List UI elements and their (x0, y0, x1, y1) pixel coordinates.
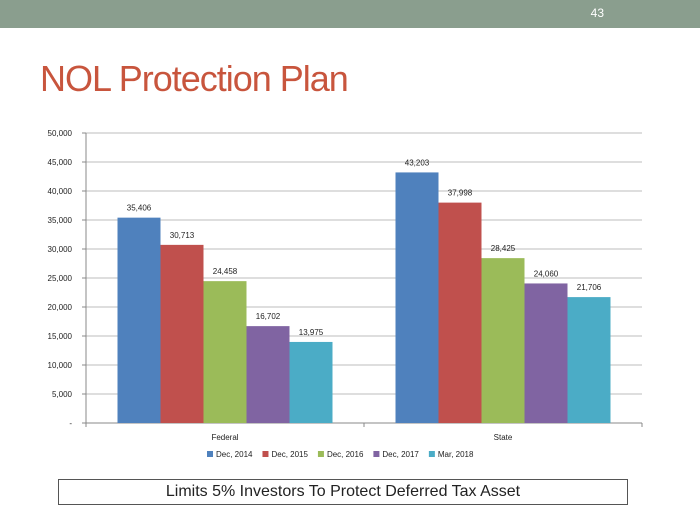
data-label: 21,706 (577, 283, 602, 292)
legend-label: Dec, 2017 (382, 450, 419, 459)
bar (481, 258, 525, 423)
bar (395, 172, 439, 423)
data-label: 24,060 (534, 269, 559, 278)
bar (203, 281, 247, 423)
bar-chart: - 5,000 10,000 15,000 20,000 25,000 30,000 35,0… (48, 129, 643, 459)
x-category-label: State (494, 433, 513, 442)
data-label: 28,425 (491, 244, 516, 253)
bar (567, 297, 611, 423)
legend-label: Dec, 2015 (271, 450, 308, 459)
legend-swatch (428, 451, 435, 457)
bar (246, 326, 290, 423)
legend-label: Mar, 2018 (438, 450, 474, 459)
data-label: 37,998 (448, 189, 473, 198)
y-tick-label: 25,000 (48, 274, 73, 283)
bar (117, 217, 161, 423)
data-label: 24,458 (213, 267, 238, 276)
y-tick-label: 10,000 (48, 361, 73, 370)
y-tick-label: 5,000 (52, 390, 73, 399)
top-bar: 43 (0, 0, 700, 28)
y-tick-label: 45,000 (48, 158, 73, 167)
y-tick-label: 20,000 (48, 303, 73, 312)
bar (524, 283, 568, 423)
legend-swatch (317, 451, 324, 457)
legend-label: Dec, 2016 (327, 450, 364, 459)
y-tick-label: 15,000 (48, 332, 73, 341)
bar (160, 244, 204, 423)
legend-label: Dec, 2014 (216, 450, 253, 459)
bar (289, 341, 333, 423)
y-tick-label: 35,000 (48, 216, 73, 225)
bar (438, 202, 482, 423)
data-label: 30,713 (170, 231, 195, 240)
caption-box: Limits 5% Investors To Protect Deferred … (58, 479, 628, 505)
data-label: 43,203 (405, 158, 430, 167)
y-tick-label: 40,000 (48, 187, 73, 196)
page-number: 43 (590, 6, 604, 20)
legend-swatch (207, 451, 213, 457)
data-label: 35,406 (127, 204, 152, 213)
y-tick-label: 30,000 (48, 245, 73, 254)
data-label: 13,975 (299, 328, 324, 337)
x-category-label: Federal (211, 433, 238, 442)
y-tick-label: 50,000 (48, 129, 73, 138)
legend-swatch (262, 451, 269, 457)
y-tick-label: - (69, 419, 72, 428)
slide-title: NOL Protection Plan (40, 58, 349, 99)
legend-swatch (373, 451, 380, 457)
data-label: 16,702 (256, 312, 281, 321)
